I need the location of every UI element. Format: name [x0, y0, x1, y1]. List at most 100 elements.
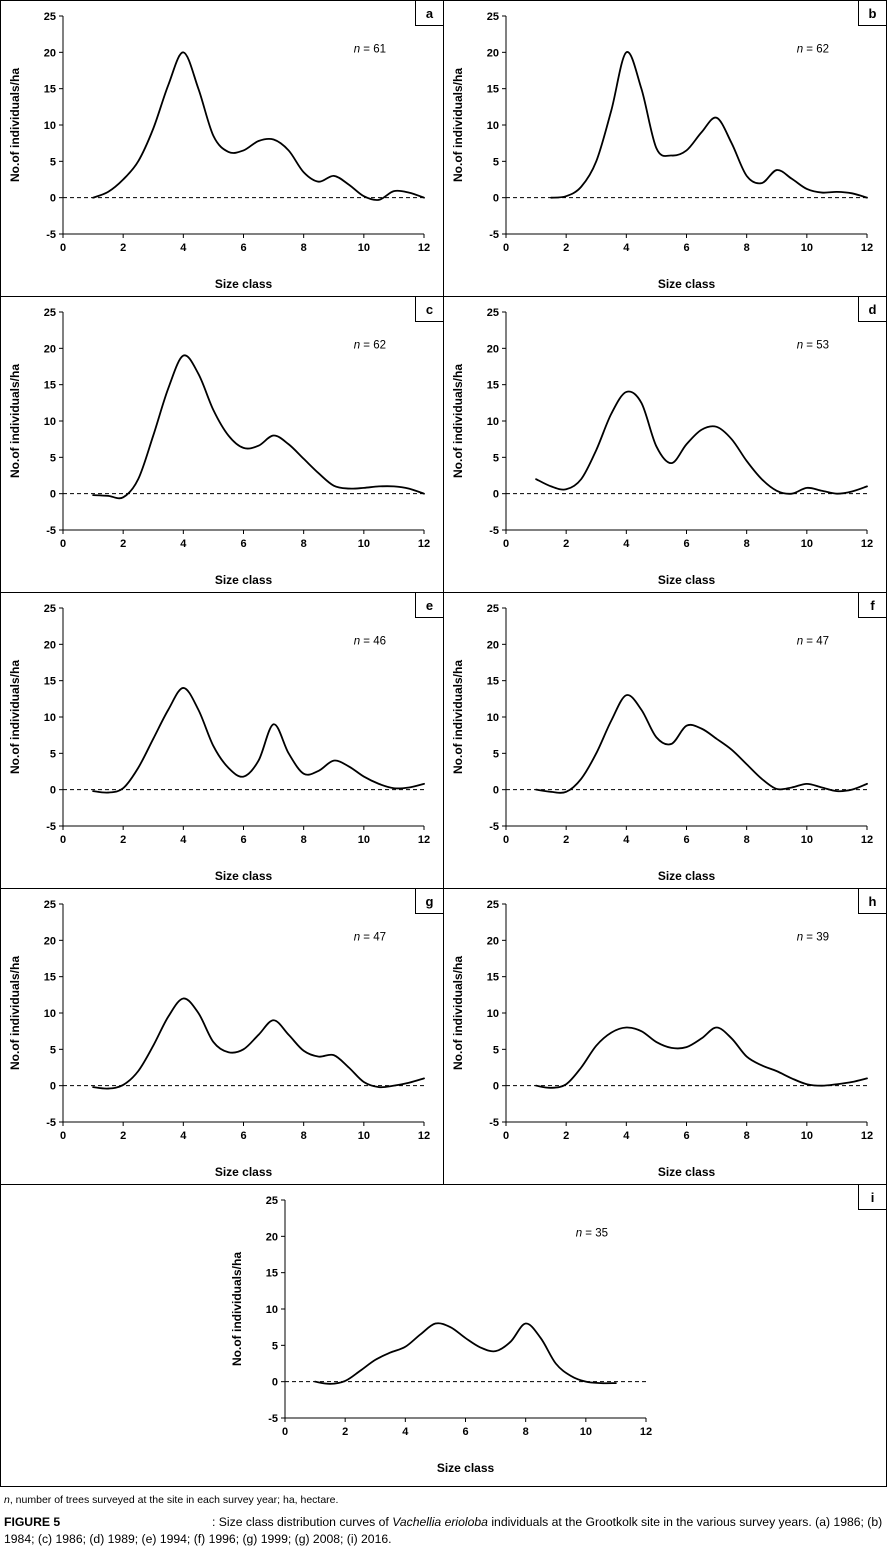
y-tick-label: 25	[44, 11, 56, 23]
y-tick-label: 15	[487, 972, 499, 984]
x-tick-label: 2	[563, 834, 569, 846]
x-tick-label: 10	[358, 1130, 370, 1142]
panel-letter-badge: i	[858, 1185, 886, 1210]
x-tick-label: 6	[683, 834, 689, 846]
line-chart: -5 0 5 10 15 20 25 0 2 4 6 8 10 12 n = 53 Size class No.…	[451, 307, 873, 587]
y-tick-label: -5	[46, 821, 56, 833]
y-tick-label: 20	[266, 1231, 278, 1243]
y-tick-label: 25	[487, 603, 499, 615]
x-tick-label: 8	[301, 242, 307, 254]
y-tick-label: 15	[44, 84, 56, 96]
sample-size-label: n = 46	[354, 635, 386, 647]
panel-letter-badge: b	[858, 1, 886, 26]
line-chart: -5 0 5 10 15 20 25 0 2 4 6 8 10 12 n = 61 Size class No.…	[8, 11, 430, 291]
chart-panel: a -5 0 5 10 15 20 25 0 2 4 6 8 10 12 n = 61 Size class N…	[1, 1, 444, 297]
y-axis-title: No.of individuals/ha	[230, 1252, 244, 1366]
chart-panel: i -5 0 5 10 15 20 25 0 2 4 6 8 10 12 n = 35 Size class N…	[1, 1185, 887, 1487]
x-tick-label: 2	[120, 1130, 126, 1142]
line-chart: -5 0 5 10 15 20 25 0 2 4 6 8 10 12 n = 62 Size class No.…	[8, 307, 430, 587]
chart-panel: e -5 0 5 10 15 20 25 0 2 4 6 8 10 12 n = 46 Size class N…	[1, 593, 444, 889]
x-tick-label: 12	[861, 1130, 873, 1142]
footnote: n, number of trees surveyed at the site …	[4, 1494, 883, 1508]
x-tick-label: 10	[801, 1130, 813, 1142]
y-tick-label: 0	[50, 1081, 56, 1093]
y-tick-label: 0	[493, 489, 499, 501]
y-tick-label: 25	[487, 899, 499, 911]
x-tick-label: 2	[563, 242, 569, 254]
y-tick-label: 0	[50, 489, 56, 501]
y-tick-label: -5	[489, 1117, 499, 1129]
x-tick-label: 2	[120, 538, 126, 550]
panel-letter-badge: c	[415, 297, 443, 322]
y-axis-title: No.of individuals/ha	[8, 364, 22, 478]
y-tick-label: 10	[266, 1304, 278, 1316]
y-tick-label: 20	[487, 343, 499, 355]
line-chart: -5 0 5 10 15 20 25 0 2 4 6 8 10 12 n = 35 Size class No.…	[230, 1195, 652, 1475]
y-tick-label: 5	[50, 1044, 56, 1056]
y-tick-label: 0	[272, 1377, 278, 1389]
chart-area: -5 0 5 10 15 20 25 0 2 4 6 8 10 12 n = 39 Size class No.…	[444, 890, 885, 1184]
x-axis-title: Size class	[658, 573, 716, 587]
chart-panel: f -5 0 5 10 15 20 25 0 2 4 6 8 10 12 n = 47 Size class N…	[444, 593, 887, 889]
y-tick-label: 5	[493, 748, 499, 760]
panel-letter-badge: h	[858, 889, 886, 914]
y-tick-label: 25	[487, 11, 499, 23]
y-tick-label: 5	[50, 156, 56, 168]
chart-area: -5 0 5 10 15 20 25 0 2 4 6 8 10 12 n = 53 Size class No.…	[444, 298, 885, 592]
y-tick-label: 0	[50, 785, 56, 797]
y-tick-label: 0	[50, 193, 56, 205]
y-tick-label: 15	[487, 676, 499, 688]
y-tick-label: 15	[44, 972, 56, 984]
x-tick-label: 4	[180, 834, 187, 846]
y-tick-label: -5	[268, 1413, 278, 1425]
x-tick-label: 2	[563, 1130, 569, 1142]
line-chart: -5 0 5 10 15 20 25 0 2 4 6 8 10 12 n = 47 Size class No.…	[451, 603, 873, 883]
footnote-text: , number of trees surveyed at the site i…	[9, 1494, 339, 1506]
y-tick-label: 10	[44, 712, 56, 724]
x-tick-label: 0	[503, 242, 509, 254]
x-tick-label: 12	[418, 242, 430, 254]
sample-size-label: n = 47	[797, 635, 829, 647]
x-tick-label: 4	[623, 242, 630, 254]
y-tick-label: 0	[493, 193, 499, 205]
figure-caption: FIGURE 5: Size class distribution curves…	[4, 1514, 883, 1555]
distribution-curve	[535, 1026, 868, 1089]
x-axis-title: Size class	[215, 277, 273, 291]
x-tick-label: 8	[301, 538, 307, 550]
y-tick-label: 15	[487, 84, 499, 96]
y-tick-label: 20	[487, 47, 499, 59]
x-tick-label: 10	[358, 834, 370, 846]
x-tick-label: 8	[744, 1130, 750, 1142]
panel-letter-badge: d	[858, 297, 886, 322]
x-tick-label: 2	[120, 834, 126, 846]
chart-panel: h -5 0 5 10 15 20 25 0 2 4 6 8 10 12 n = 39 Size class N…	[444, 889, 887, 1185]
x-tick-label: 4	[180, 538, 187, 550]
x-tick-label: 6	[683, 1130, 689, 1142]
sample-size-label: n = 62	[354, 339, 386, 351]
y-tick-label: 25	[44, 603, 56, 615]
y-tick-label: 25	[266, 1195, 278, 1207]
distribution-curve	[92, 687, 425, 794]
panel-letter-badge: a	[415, 1, 443, 26]
y-tick-label: 20	[44, 639, 56, 651]
x-tick-label: 6	[240, 242, 246, 254]
x-tick-label: 2	[563, 538, 569, 550]
x-tick-label: 10	[801, 834, 813, 846]
y-tick-label: 5	[493, 452, 499, 464]
x-tick-label: 6	[462, 1426, 468, 1438]
line-chart: -5 0 5 10 15 20 25 0 2 4 6 8 10 12 n = 46 Size class No.…	[8, 603, 430, 883]
chart-panel: c -5 0 5 10 15 20 25 0 2 4 6 8 10 12 n = 62 Size class N…	[1, 297, 444, 593]
x-tick-label: 12	[418, 1130, 430, 1142]
y-tick-label: 15	[266, 1268, 278, 1280]
x-axis-title: Size class	[658, 277, 716, 291]
x-tick-label: 4	[623, 834, 630, 846]
x-tick-label: 10	[801, 538, 813, 550]
x-tick-label: 0	[60, 538, 66, 550]
y-tick-label: 15	[44, 676, 56, 688]
y-tick-label: 0	[493, 785, 499, 797]
x-axis-title: Size class	[215, 573, 273, 587]
y-tick-label: 10	[44, 120, 56, 132]
y-axis-title: No.of individuals/ha	[451, 956, 465, 1070]
y-tick-label: -5	[489, 229, 499, 241]
chart-panel: b -5 0 5 10 15 20 25 0 2 4 6 8 10 12 n = 62 Size class N…	[444, 1, 887, 297]
